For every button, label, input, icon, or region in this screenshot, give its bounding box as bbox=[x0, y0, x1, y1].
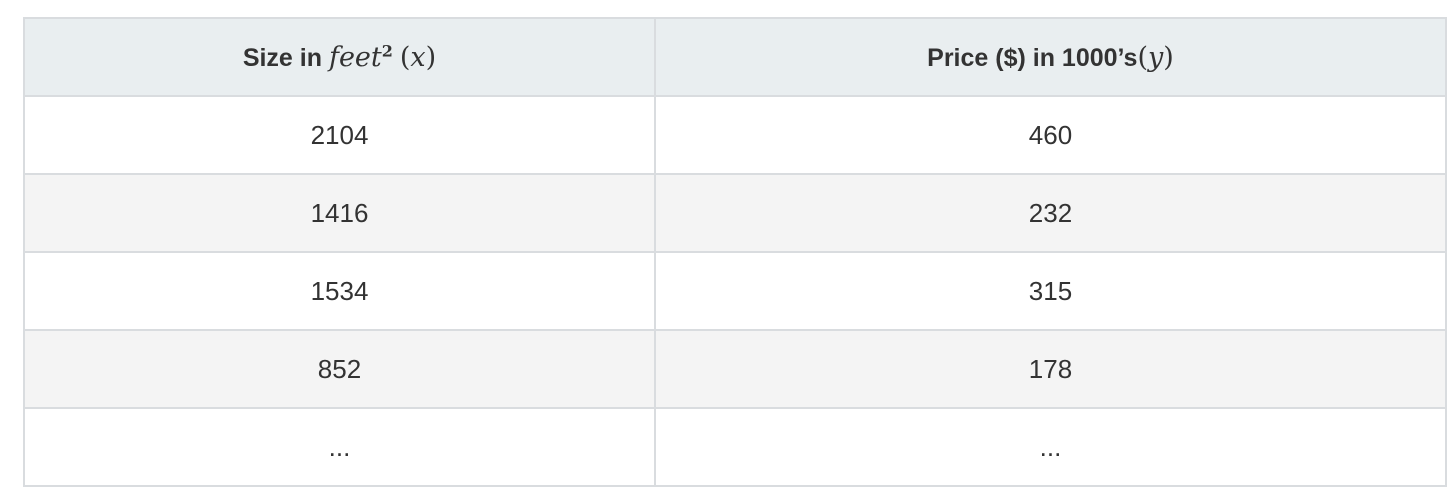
table-row: 1534 315 bbox=[23, 251, 1447, 331]
table-header-row: Size in feet2 (x) Price ($) in 1000’s(y) bbox=[23, 17, 1447, 97]
column-header-size-prefix: Size in bbox=[242, 43, 329, 72]
cell-price: 232 bbox=[654, 173, 1447, 253]
column-header-price-variable: y bbox=[1148, 41, 1164, 73]
cell-price: 460 bbox=[654, 95, 1447, 175]
cell-size-ellipsis: ... bbox=[23, 407, 656, 487]
cell-price: 178 bbox=[654, 329, 1447, 409]
cell-size: 852 bbox=[23, 329, 656, 409]
cell-size: 1534 bbox=[23, 251, 656, 331]
cell-price: 315 bbox=[654, 251, 1447, 331]
column-header-size-close-paren: ) bbox=[425, 41, 437, 73]
column-header-price-open-paren: ( bbox=[1137, 41, 1149, 73]
house-price-table: Size in feet2 (x) Price ($) in 1000’s(y)… bbox=[23, 17, 1447, 487]
column-header-size-unit: feet bbox=[328, 41, 382, 73]
column-header-price: Price ($) in 1000’s(y) bbox=[654, 17, 1447, 97]
table-row: ... ... bbox=[23, 407, 1447, 487]
table-row: 1416 232 bbox=[23, 173, 1447, 253]
cell-size: 2104 bbox=[23, 95, 656, 175]
column-header-size-variable: x bbox=[410, 41, 426, 73]
column-header-size-exponent: 2 bbox=[381, 41, 393, 61]
column-header-size-open-paren: ( bbox=[399, 41, 411, 73]
column-header-size: Size in feet2 (x) bbox=[23, 17, 656, 97]
table-row: 852 178 bbox=[23, 329, 1447, 409]
cell-price-ellipsis: ... bbox=[654, 407, 1447, 487]
table-row: 2104 460 bbox=[23, 95, 1447, 175]
column-header-price-close-paren: ) bbox=[1163, 41, 1174, 73]
data-table-container: Size in feet2 (x) Price ($) in 1000’s(y)… bbox=[23, 17, 1447, 487]
cell-size: 1416 bbox=[23, 173, 656, 253]
column-header-price-prefix: Price ($) in 1000’s bbox=[927, 43, 1138, 72]
